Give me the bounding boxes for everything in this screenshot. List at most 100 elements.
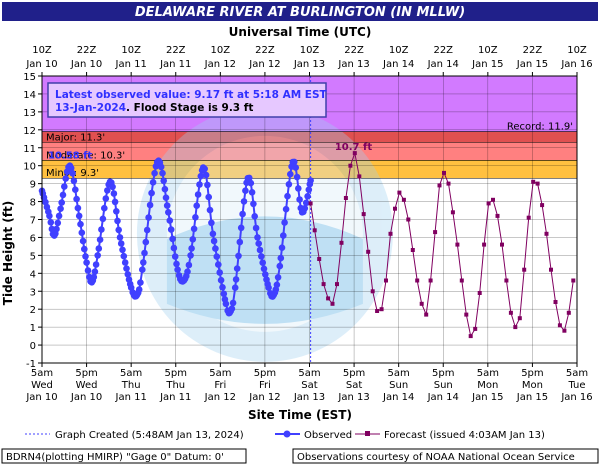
observed-point xyxy=(307,177,314,184)
observed-point xyxy=(204,181,211,189)
y-tick-label: 7 xyxy=(30,216,36,227)
observed-point xyxy=(95,245,103,252)
observed-point xyxy=(212,245,219,252)
observed-point xyxy=(114,217,121,225)
observed-point xyxy=(48,225,56,233)
observed-point xyxy=(90,273,98,281)
footer-courtesy: Observations courtesy of NOAA National O… xyxy=(297,452,575,463)
y-tick-label: 3 xyxy=(30,287,36,298)
observed-point xyxy=(61,183,68,190)
observed-point xyxy=(276,262,284,270)
x-tick-time: 5am xyxy=(566,368,588,379)
observed-point xyxy=(167,226,175,233)
observed-point xyxy=(292,164,300,171)
forecast-point xyxy=(428,278,433,283)
observed-point xyxy=(74,204,82,212)
forecast-point xyxy=(531,179,536,184)
forecast-point xyxy=(553,300,558,304)
chart-title: DELAWARE RIVER AT BURLINGTON (IN MLLW) xyxy=(135,5,465,20)
observed-point xyxy=(240,198,248,205)
x-tick-time: 5am xyxy=(31,368,53,379)
x-tick-date: Jan 10 xyxy=(70,392,102,403)
observed-point xyxy=(70,177,78,185)
observed-point xyxy=(166,217,174,224)
plot-area: Minor: 9.3'Moderate: 10.3'Major: 11.3'Re… xyxy=(38,75,578,364)
footer-datum: BDRN4(plotting HMIRP) "Gage 0" Datum: 0' xyxy=(6,452,224,463)
observed-point xyxy=(282,205,290,213)
top-tick-date: Jan 12 xyxy=(248,59,280,70)
y-tick-label: 12 xyxy=(23,126,36,137)
x-tick-date: Jan 13 xyxy=(337,392,369,403)
observed-point xyxy=(194,191,202,198)
observed-point xyxy=(99,215,107,223)
forecast-point xyxy=(437,183,442,188)
forecast-point xyxy=(491,197,495,202)
observed-point xyxy=(216,269,223,276)
forecast-point xyxy=(442,170,446,175)
observed-point xyxy=(252,224,260,232)
latest-observation-date: 13-Jan-2024 xyxy=(55,102,126,114)
forecast-point xyxy=(495,213,500,218)
forecast-point xyxy=(450,210,455,215)
forecast-point xyxy=(473,326,478,331)
observed-point xyxy=(96,236,104,243)
forecast-point xyxy=(459,278,464,283)
observed-point xyxy=(170,244,178,252)
observed-point xyxy=(219,284,226,291)
observed-point xyxy=(305,186,313,193)
x-tick-date: Jan 14 xyxy=(427,392,459,403)
x-tick-date: Jan 16 xyxy=(560,392,592,403)
svg-text:13-Jan-2024. Flood Stage is 9.: 13-Jan-2024. Flood Stage is 9.3 ft xyxy=(55,102,253,114)
top-tick-date: Jan 11 xyxy=(115,59,147,70)
observed-point xyxy=(163,202,171,209)
observed-point xyxy=(259,259,267,267)
x-tick-date: Jan 11 xyxy=(115,392,147,403)
y-tick-label: 13 xyxy=(23,108,36,119)
footer-left-box xyxy=(1,448,247,464)
observed-point xyxy=(184,268,191,276)
top-tick-date: Jan 10 xyxy=(25,59,57,70)
observed-point xyxy=(196,181,203,188)
top-tick-time: 22Z xyxy=(166,45,186,56)
observed-point xyxy=(187,252,194,259)
observed-point xyxy=(215,261,222,268)
observed-point xyxy=(222,300,230,308)
footer-right-box xyxy=(292,448,599,464)
observed-point xyxy=(233,265,241,272)
observed-point xyxy=(209,230,217,238)
forecast-point xyxy=(424,312,429,317)
top-tick-time: 22Z xyxy=(523,45,543,56)
observed-point xyxy=(111,198,119,206)
top-tick-time: 22Z xyxy=(77,45,97,56)
svg-text:Latest observed value: 9.17 ft: Latest observed value: 9.17 ft at 5:18 A… xyxy=(55,89,328,101)
observed-point xyxy=(291,158,298,166)
observed-point xyxy=(228,305,236,313)
forecast-point xyxy=(357,174,362,179)
threshold-label-major: Major: 11.3' xyxy=(46,132,105,143)
threshold-label-record: Record: 11.9' xyxy=(507,122,573,133)
x-tick-day: Tue xyxy=(567,380,585,391)
observed-point xyxy=(62,175,69,182)
forecast-point xyxy=(562,328,567,333)
observed-point xyxy=(169,235,176,243)
x-tick-day: Fri xyxy=(214,380,226,391)
observed-point xyxy=(232,276,240,283)
y-tick-label: 1 xyxy=(30,323,36,334)
forecast-point xyxy=(348,163,353,168)
forecast-max-label: 10.7 ft xyxy=(335,142,373,153)
forecast-point xyxy=(308,201,313,206)
observed-point xyxy=(237,224,245,232)
observed-point xyxy=(81,245,88,253)
x-tick-day: Sun xyxy=(434,380,453,391)
observed-point xyxy=(256,246,264,254)
forecast-point xyxy=(446,181,451,186)
observed-point xyxy=(69,170,76,177)
observed-series xyxy=(38,157,314,317)
observed-point xyxy=(254,234,261,241)
x-tick-time: 5am xyxy=(388,368,410,379)
forecast-point xyxy=(343,196,348,200)
observed-point xyxy=(113,208,120,215)
observed-point xyxy=(124,271,132,278)
